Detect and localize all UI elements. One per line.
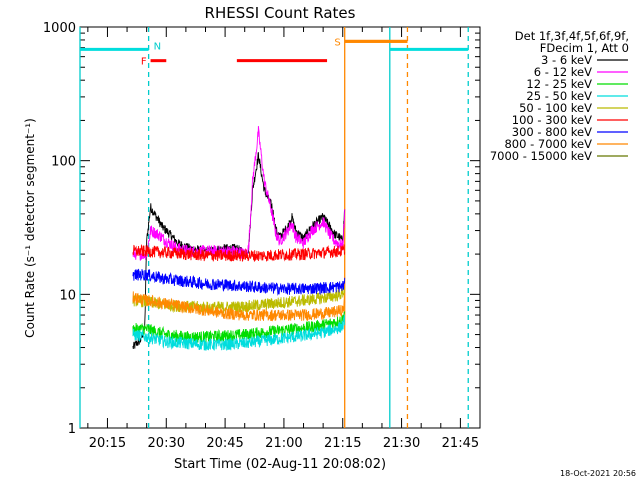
legend: Det 1f,3f,4f,5f,6f,9f, FDecim 1, Att 0 3…: [490, 29, 629, 163]
legend-label: 100 - 300 keV: [512, 113, 592, 127]
x-tick-label: 21:45: [442, 436, 479, 451]
x-tick-label: 20:30: [148, 436, 185, 451]
y-axis-label: Count Rate (s⁻¹ detector segment⁻¹): [23, 118, 37, 338]
series-line: [132, 244, 346, 263]
legend-label: 3 - 6 keV: [541, 53, 592, 67]
series-line: [132, 311, 346, 344]
legend-label: 300 - 800 keV: [512, 125, 592, 139]
legend-header-1: Det 1f,3f,4f,5f,6f,9f,: [515, 29, 629, 43]
footer-timestamp: 18-Oct-2021 20:56: [560, 469, 636, 478]
chart-title: RHESSI Count Rates: [205, 4, 356, 22]
legend-label: 50 - 100 keV: [519, 101, 592, 115]
annotation-label: N: [154, 42, 161, 53]
series-line: [132, 125, 346, 261]
legend-label: 12 - 25 keV: [526, 77, 592, 91]
y-tick-label: 1000: [43, 21, 76, 36]
x-tick-label: 21:00: [265, 436, 302, 451]
legend-label: 6 - 12 keV: [534, 65, 592, 79]
annotation-label: S: [334, 37, 340, 48]
plot-frame: [79, 26, 481, 429]
y-tick-label: 10: [59, 288, 76, 303]
y-tick-label: 100: [51, 155, 76, 170]
series-line: [132, 268, 346, 296]
y-tick-label: 1: [68, 422, 76, 437]
x-tick-label: 21:15: [324, 436, 361, 451]
plot-area: 1 10 100 1000 20:15 20:30 20:45 21:00 21:15 21:30…: [43, 21, 481, 451]
x-axis-label: Start Time (02-Aug-11 20:08:02): [174, 457, 386, 472]
annotation-label: F: [141, 57, 147, 68]
x-tick-label: 21:30: [383, 436, 420, 451]
series-line: [132, 286, 346, 314]
series-line: [132, 291, 346, 322]
series-line: [132, 152, 346, 350]
series-line: [132, 314, 346, 351]
legend-label: 7000 - 15000 keV: [490, 149, 592, 163]
legend-label: 800 - 7000 keV: [504, 137, 592, 151]
legend-label: 25 - 50 keV: [526, 89, 592, 103]
x-tick-label: 20:45: [206, 436, 243, 451]
x-tick-label: 20:15: [89, 436, 126, 451]
legend-header-2: FDecim 1, Att 0: [540, 41, 629, 55]
